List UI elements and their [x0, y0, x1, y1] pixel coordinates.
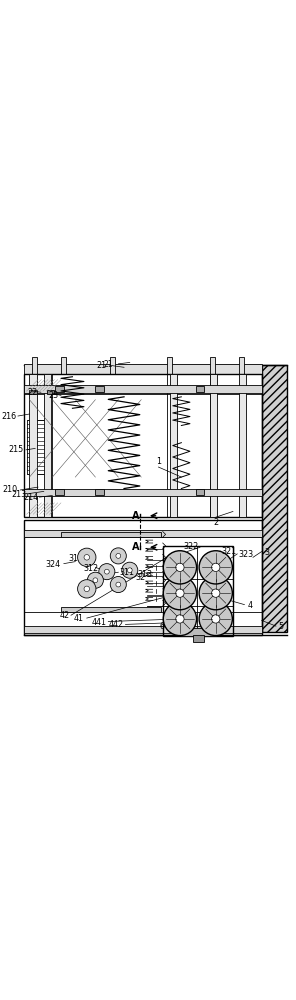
Circle shape — [199, 577, 232, 610]
Circle shape — [110, 577, 126, 593]
Bar — [24, 626, 262, 633]
Circle shape — [212, 563, 220, 572]
Text: 41: 41 — [74, 614, 84, 623]
Circle shape — [212, 615, 220, 623]
Circle shape — [163, 602, 197, 636]
Circle shape — [84, 555, 89, 560]
Circle shape — [116, 553, 121, 558]
Text: 442: 442 — [109, 620, 124, 629]
Bar — [196, 489, 204, 495]
Bar — [163, 546, 233, 636]
Bar — [196, 386, 204, 392]
Text: A: A — [132, 542, 140, 552]
Text: 313: 313 — [137, 570, 152, 579]
Bar — [181, 628, 216, 636]
Bar — [30, 390, 37, 394]
Circle shape — [127, 568, 132, 573]
Bar — [95, 489, 104, 495]
Text: 441: 441 — [92, 618, 107, 627]
Bar — [193, 635, 204, 642]
Bar — [44, 374, 51, 517]
Text: 311: 311 — [120, 568, 135, 577]
Bar — [24, 489, 262, 496]
Bar — [24, 520, 262, 635]
Bar — [61, 357, 66, 374]
Text: 214: 214 — [23, 493, 38, 502]
Text: 32: 32 — [136, 573, 146, 582]
Text: 1: 1 — [156, 457, 161, 466]
Text: 21: 21 — [97, 361, 107, 370]
Bar — [61, 607, 161, 612]
Circle shape — [87, 572, 103, 588]
Circle shape — [176, 563, 184, 572]
Circle shape — [84, 586, 89, 592]
Bar — [30, 374, 37, 517]
Bar — [210, 374, 217, 517]
Circle shape — [122, 562, 138, 578]
Circle shape — [110, 548, 126, 564]
Bar — [24, 530, 262, 537]
Text: 22: 22 — [28, 388, 38, 397]
Bar — [239, 357, 244, 374]
Bar — [95, 386, 104, 392]
Circle shape — [176, 615, 184, 623]
Text: 321: 321 — [221, 547, 237, 556]
Text: A: A — [132, 511, 140, 521]
Text: 4: 4 — [247, 601, 252, 610]
Circle shape — [78, 580, 96, 598]
Circle shape — [176, 589, 184, 597]
Circle shape — [104, 569, 109, 574]
Text: 312: 312 — [83, 564, 98, 573]
Bar — [24, 374, 262, 517]
Text: 324: 324 — [46, 560, 61, 569]
Bar — [170, 374, 177, 517]
Text: 23: 23 — [48, 391, 58, 400]
Bar — [61, 532, 161, 537]
Text: 21: 21 — [103, 360, 112, 369]
Text: 322: 322 — [183, 542, 199, 551]
Bar — [32, 357, 38, 374]
Text: 213: 213 — [12, 490, 27, 499]
Text: 5: 5 — [279, 622, 284, 631]
Circle shape — [212, 589, 220, 597]
Circle shape — [93, 578, 98, 583]
Circle shape — [78, 548, 96, 566]
Text: 42: 42 — [59, 611, 70, 620]
Text: 323: 323 — [239, 550, 254, 559]
Bar — [55, 489, 64, 495]
Bar — [24, 364, 262, 374]
Bar — [167, 357, 172, 374]
Bar — [27, 420, 49, 474]
Circle shape — [99, 564, 115, 580]
Bar — [55, 386, 64, 392]
Bar — [110, 357, 115, 374]
Text: 31: 31 — [68, 554, 78, 563]
Text: 3: 3 — [264, 548, 269, 557]
Text: 216: 216 — [1, 412, 17, 421]
Text: 2: 2 — [213, 518, 218, 527]
Circle shape — [163, 551, 197, 584]
Circle shape — [163, 577, 197, 610]
Circle shape — [199, 602, 232, 636]
Circle shape — [199, 551, 232, 584]
Text: 215: 215 — [9, 445, 24, 454]
Bar — [24, 385, 262, 393]
Bar — [210, 357, 215, 374]
Text: 210: 210 — [3, 485, 18, 494]
Circle shape — [116, 582, 121, 587]
Bar — [239, 374, 246, 517]
Text: 6: 6 — [159, 622, 164, 631]
Bar — [47, 390, 54, 394]
Bar — [262, 365, 287, 632]
